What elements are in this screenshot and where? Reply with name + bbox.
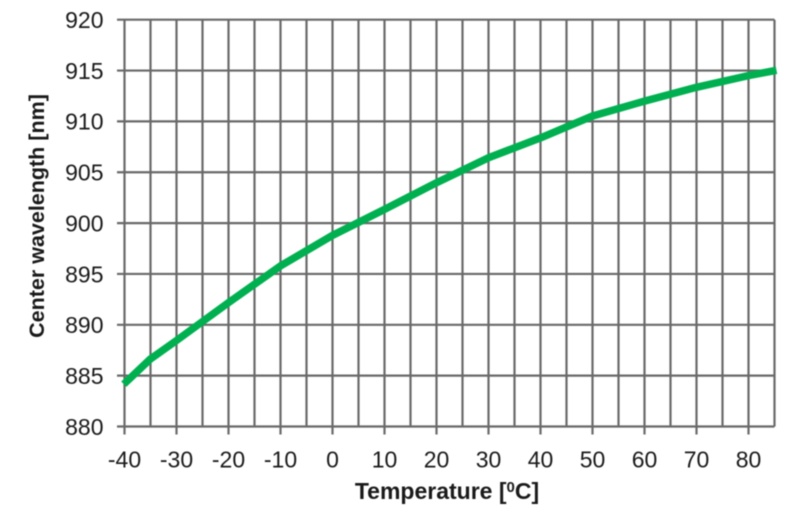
svg-text:895: 895 <box>65 261 103 287</box>
svg-text:30: 30 <box>476 447 502 473</box>
svg-text:885: 885 <box>65 363 103 389</box>
svg-text:-40: -40 <box>108 447 141 473</box>
svg-text:915: 915 <box>65 58 103 84</box>
svg-text:905: 905 <box>65 160 103 186</box>
svg-text:910: 910 <box>65 109 103 135</box>
svg-text:40: 40 <box>528 447 554 473</box>
svg-text:900: 900 <box>65 210 103 236</box>
svg-text:920: 920 <box>65 7 103 33</box>
svg-text:890: 890 <box>65 312 103 338</box>
svg-text:60: 60 <box>632 447 658 473</box>
svg-text:70: 70 <box>684 447 710 473</box>
svg-text:-10: -10 <box>264 447 297 473</box>
svg-text:-20: -20 <box>212 447 245 473</box>
svg-text:Center wavelength [nm]: Center wavelength [nm] <box>25 94 49 338</box>
svg-text:0: 0 <box>326 447 339 473</box>
svg-text:50: 50 <box>580 447 606 473</box>
svg-text:20: 20 <box>424 447 450 473</box>
svg-text:10: 10 <box>372 447 398 473</box>
svg-text:880: 880 <box>65 414 103 440</box>
svg-text:-30: -30 <box>160 447 193 473</box>
svg-text:80: 80 <box>736 447 762 473</box>
